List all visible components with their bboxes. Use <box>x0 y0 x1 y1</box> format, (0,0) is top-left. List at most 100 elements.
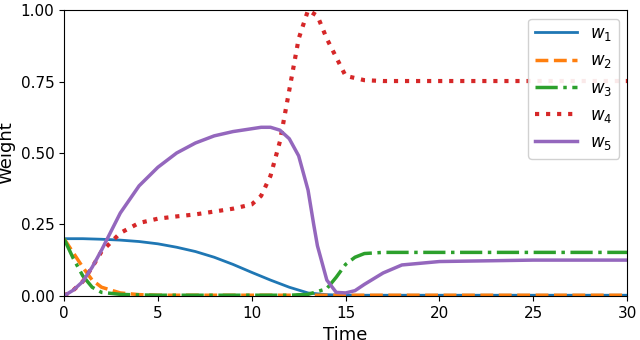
$w_3$ <box>79 274 86 278</box>
$w_4$ <box>116 231 124 235</box>
$w_5$ <box>314 244 321 248</box>
$w_4$ <box>267 174 275 178</box>
$w_1$ <box>529 293 537 297</box>
$w_4$ <box>295 37 303 41</box>
$w_4$ <box>79 279 86 284</box>
$w_4$ <box>529 79 537 83</box>
$w_5$ <box>191 141 199 145</box>
Legend: $w_1$, $w_2$, $w_3$, $w_4$, $w_5$: $w_1$, $w_2$, $w_3$, $w_4$, $w_5$ <box>528 19 619 158</box>
$w_5$ <box>623 258 631 262</box>
$w_1$ <box>267 278 275 282</box>
$w_3$ <box>116 292 124 296</box>
$w_2$ <box>60 237 68 241</box>
$w_4$ <box>191 212 199 217</box>
$w_2$ <box>116 291 124 295</box>
Line: $w_4$: $w_4$ <box>64 10 627 296</box>
$w_4$ <box>276 139 284 143</box>
$w_3$ <box>173 293 180 297</box>
$w_4$ <box>304 8 312 12</box>
$w_3$ <box>529 250 537 254</box>
$w_4$ <box>229 207 237 211</box>
$w_5$ <box>267 125 275 129</box>
$w_1$ <box>229 262 237 267</box>
$w_1$ <box>154 242 162 246</box>
$w_3$ <box>135 293 143 297</box>
$w_1$ <box>116 238 124 242</box>
Line: $w_2$: $w_2$ <box>64 239 627 295</box>
$w_3$ <box>267 293 275 297</box>
$w_4$ <box>342 74 349 78</box>
$w_4$ <box>70 288 77 292</box>
$w_1$ <box>342 293 349 297</box>
$w_5$ <box>360 282 368 286</box>
$w_1$ <box>135 239 143 243</box>
$w_4$ <box>248 202 255 206</box>
$w_5$ <box>285 137 293 141</box>
$w_2$ <box>88 278 96 282</box>
$w_5$ <box>154 165 162 169</box>
$w_3$ <box>436 250 444 254</box>
$w_5$ <box>380 271 387 275</box>
$w_4$ <box>173 214 180 218</box>
$w_5$ <box>229 130 237 134</box>
$w_5$ <box>79 279 86 284</box>
$w_3$ <box>304 292 312 296</box>
$w_1$ <box>304 291 312 295</box>
$w_3$ <box>342 262 349 267</box>
$w_5$ <box>211 134 218 138</box>
$w_5$ <box>351 289 359 293</box>
$w_3$ <box>380 250 387 254</box>
$w_3$ <box>98 290 106 294</box>
$w_3$ <box>323 287 331 291</box>
$w_5$ <box>342 291 349 295</box>
$w_4$ <box>285 88 293 92</box>
$w_4$ <box>98 250 106 254</box>
$w_3$ <box>623 250 631 254</box>
$w_1$ <box>98 237 106 241</box>
$w_3$ <box>248 293 255 297</box>
$w_5$ <box>98 248 106 252</box>
$w_3$ <box>211 293 218 297</box>
$w_5$ <box>248 127 255 131</box>
$w_2$ <box>248 293 255 297</box>
Line: $w_5$: $w_5$ <box>64 127 627 296</box>
$w_2$ <box>173 293 180 297</box>
$w_4$ <box>360 78 368 82</box>
$w_2$ <box>70 251 77 255</box>
$w_4$ <box>380 79 387 83</box>
$w_3$ <box>351 255 359 259</box>
$w_3$ <box>332 275 340 279</box>
$w_3$ <box>398 250 406 254</box>
$w_5$ <box>116 211 124 215</box>
$w_5$ <box>60 294 68 298</box>
$w_1$ <box>60 237 68 241</box>
$w_1$ <box>191 250 199 254</box>
X-axis label: Time: Time <box>323 326 368 340</box>
$w_2$ <box>98 285 106 289</box>
$w_5$ <box>276 128 284 132</box>
$w_4$ <box>88 265 96 269</box>
$w_2$ <box>154 293 162 297</box>
$w_4$ <box>314 14 321 18</box>
$w_1$ <box>436 293 444 297</box>
$w_4$ <box>257 194 265 198</box>
$w_2$ <box>79 265 86 269</box>
$w_2$ <box>342 293 349 297</box>
$w_1$ <box>173 245 180 249</box>
$w_3$ <box>360 252 368 256</box>
$w_2$ <box>436 293 444 297</box>
$w_4$ <box>60 294 68 298</box>
$w_4$ <box>623 79 631 83</box>
Line: $w_1$: $w_1$ <box>64 239 627 295</box>
$w_4$ <box>135 221 143 225</box>
$w_3$ <box>70 257 77 261</box>
Y-axis label: Weight: Weight <box>0 122 15 184</box>
$w_1$ <box>248 270 255 274</box>
$w_5$ <box>257 125 265 129</box>
$w_3$ <box>191 293 199 297</box>
$w_4$ <box>436 79 444 83</box>
$w_1$ <box>623 293 631 297</box>
$w_1$ <box>211 255 218 259</box>
$w_2$ <box>211 293 218 297</box>
$w_5$ <box>304 188 312 192</box>
